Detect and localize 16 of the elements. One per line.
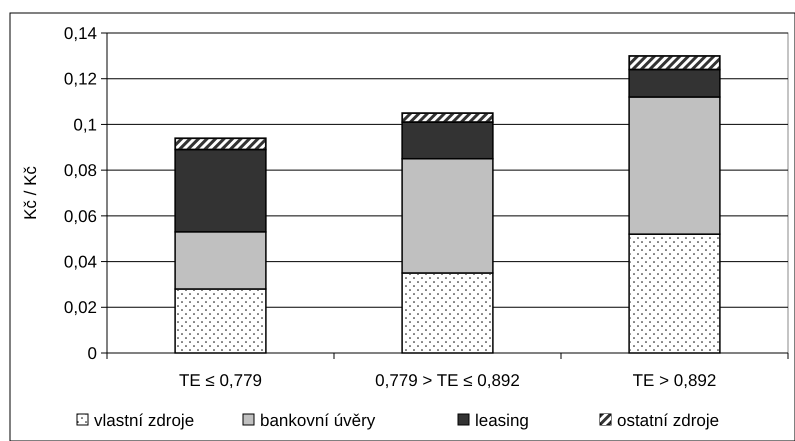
- legend-label: leasing: [475, 410, 529, 430]
- legend-label: bankovní úvěry: [260, 410, 376, 430]
- y-axis-title: Kč / Kč: [21, 166, 40, 220]
- y-tick-label: 0,14: [64, 24, 97, 43]
- y-tick-label: 0,02: [64, 298, 97, 318]
- x-tick-label: 0,779 > TE ≤ 0,892: [375, 371, 520, 390]
- y-tick-label: 0,1: [73, 115, 97, 134]
- y-tick-label: 0,08: [64, 161, 97, 180]
- y-tick-label: 0,06: [64, 206, 97, 226]
- x-tick-label: TE ≤ 0,779: [178, 371, 262, 390]
- y-tick-label: 0,12: [64, 70, 97, 89]
- legend-label: ostatní zdroje: [617, 410, 720, 430]
- x-tick-label: TE > 0,892: [632, 371, 716, 390]
- legend-label: vlastní zdroje: [94, 410, 194, 430]
- y-tick-label: 0,04: [64, 252, 97, 272]
- y-tick-label: 0: [88, 344, 97, 363]
